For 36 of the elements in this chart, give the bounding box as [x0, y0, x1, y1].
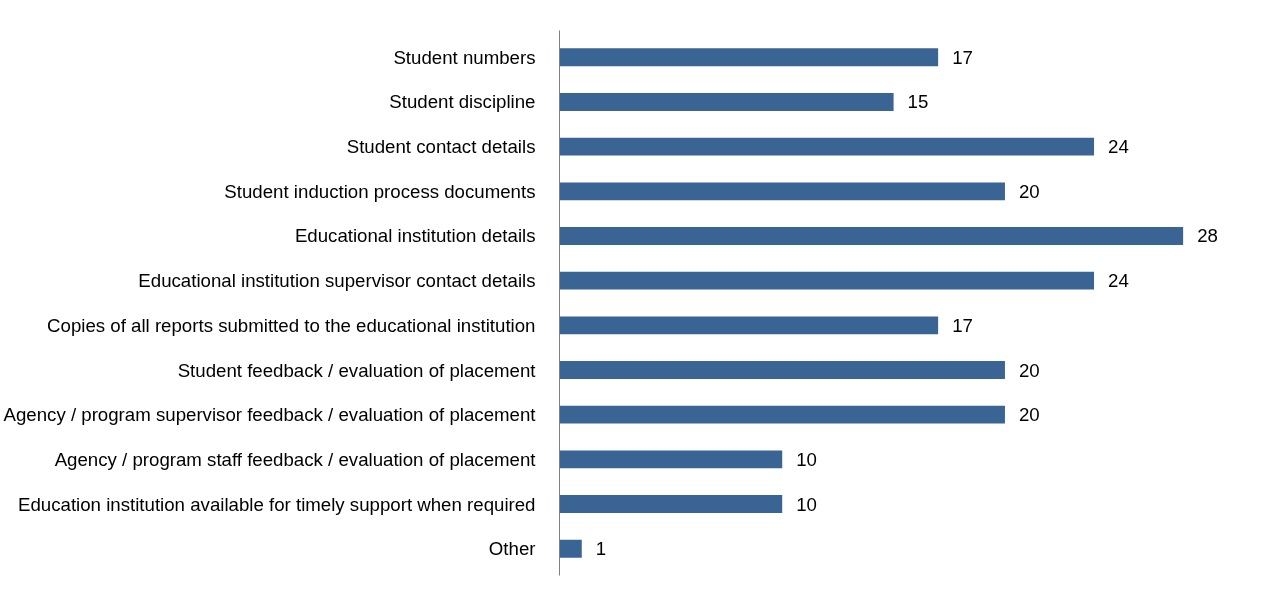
data-label: 20: [1018, 404, 1040, 426]
data-label: 10: [796, 448, 817, 470]
data-label: 28: [1197, 225, 1218, 247]
data-label: 17: [952, 46, 973, 68]
y-tick-label: Educational institution details: [294, 225, 536, 247]
y-tick-label: Education institution available for timely support when required: [18, 493, 536, 515]
bar: [559, 361, 1005, 379]
y-tick-label: Student numbers: [393, 46, 536, 68]
y-tick-label: Student contact details: [346, 136, 536, 158]
bar: [559, 48, 939, 67]
bar: [559, 539, 582, 558]
data-label: 17: [952, 314, 973, 336]
data-label: 20: [1018, 359, 1040, 381]
data-label: 24: [1108, 136, 1129, 158]
bar: [559, 405, 1005, 424]
y-tick-label: Student discipline: [389, 91, 536, 113]
y-tick-label: Other: [488, 538, 536, 560]
y-tick-label: Copies of all reports submitted to the educational institution: [47, 314, 536, 336]
bar: [559, 495, 783, 513]
bar: [559, 227, 1184, 245]
bar: [559, 450, 783, 469]
bar: [559, 93, 894, 111]
y-tick-label: Student induction process documents: [224, 180, 536, 202]
y-tick-label: Agency / program supervisor feedback / evaluation of placement: [3, 404, 537, 426]
data-label: 15: [907, 91, 929, 113]
bar: [559, 137, 1095, 156]
y-tick-label: Educational institution supervisor contact details: [138, 270, 536, 292]
bar: [559, 182, 1005, 201]
bar: [559, 271, 1095, 290]
data-label: 1: [595, 538, 607, 560]
bar: [559, 316, 939, 335]
y-tick-label: Student feedback / evaluation of placement: [177, 359, 537, 381]
y-tick-label: Agency / program staff feedback / evaluation of placement: [54, 448, 537, 470]
data-label: 24: [1108, 270, 1129, 292]
data-label: 10: [796, 493, 817, 515]
data-label: 20: [1018, 180, 1040, 202]
